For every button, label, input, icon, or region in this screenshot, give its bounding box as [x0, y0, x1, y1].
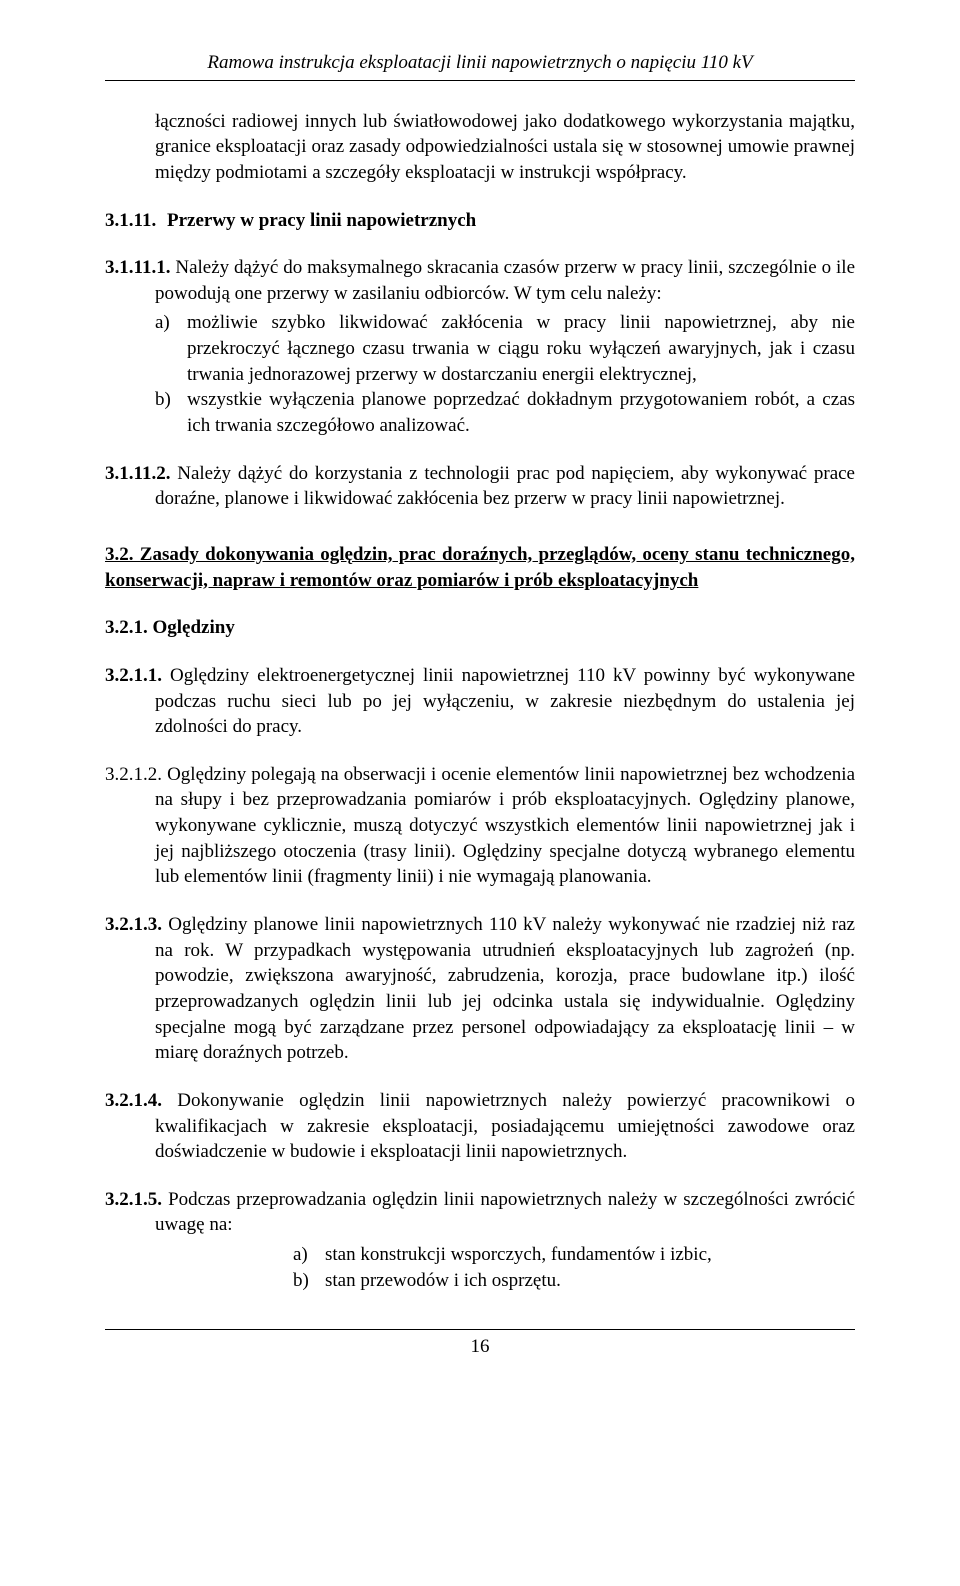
para-text: Oględziny planowe linii napowietrznych 1…	[155, 914, 855, 1063]
para-3-2-1-3: 3.2.1.3. Oględziny planowe linii napowie…	[155, 912, 855, 1066]
para-num: 3.2.1.2.	[105, 764, 162, 785]
para-num: 3.2.1.4.	[105, 1090, 162, 1111]
list-item-a: a)możliwie szybko likwidować zakłócenia …	[187, 310, 855, 387]
para-num: 3.2.1.1.	[105, 665, 162, 686]
para-text: Podczas przeprowadzania oględzin linii n…	[155, 1189, 855, 1236]
list-marker: a)	[293, 1242, 325, 1268]
para-3-1-11-2: 3.1.11.2. Należy dążyć do korzystania z …	[155, 461, 855, 512]
list-text: wszystkie wyłączenia planowe poprzedzać …	[187, 389, 855, 436]
para-num: 3.1.11.2.	[105, 463, 170, 484]
heading-3-1-11: 3.1.11.Przerwy w pracy linii napowietrzn…	[105, 208, 855, 234]
list-text: możliwie szybko likwidować zakłócenia w …	[187, 312, 855, 384]
para-num: 3.1.11.1.	[105, 257, 170, 278]
para-3-2-1-5: 3.2.1.5. Podczas przeprowadzania oględzi…	[155, 1187, 855, 1238]
page-header: Ramowa instrukcja eksploatacji linii nap…	[105, 50, 855, 81]
intro-paragraph: łączności radiowej innych lub światłowod…	[155, 109, 855, 186]
para-num: 3.2.1.3.	[105, 914, 162, 935]
para-text: Oględziny polegają na obserwacji i oceni…	[155, 764, 855, 888]
para-3-1-11-1: 3.1.11.1. Należy dążyć do maksymalnego s…	[155, 255, 855, 306]
para-text: Należy dążyć do korzystania z technologi…	[155, 463, 855, 510]
para-3-2-1-2: 3.2.1.2. Oględziny polegają na obserwacj…	[155, 762, 855, 890]
list-item-b: b)wszystkie wyłączenia planowe poprzedza…	[187, 387, 855, 438]
para-text: Oględziny elektroenergetycznej linii nap…	[155, 665, 855, 737]
heading-num: 3.1.11.	[105, 208, 167, 234]
heading-text: Przerwy w pracy linii napowietrznych	[167, 210, 476, 231]
para-text: Należy dążyć do maksymalnego skracania c…	[155, 257, 855, 304]
list-marker: b)	[293, 1268, 325, 1294]
list-marker: a)	[155, 310, 187, 336]
page-number: 16	[105, 1329, 855, 1360]
list-text: stan konstrukcji wsporczych, fundamentów…	[325, 1244, 712, 1265]
heading-3-2: 3.2. Zasady dokonywania oględzin, prac d…	[105, 542, 855, 593]
list-item-a: a)stan konstrukcji wsporczych, fundament…	[325, 1242, 855, 1268]
para-text: Dokonywanie oględzin linii napowietrznyc…	[155, 1090, 855, 1162]
list-marker: b)	[155, 387, 187, 413]
list-item-b: b)stan przewodów i ich osprzętu.	[325, 1268, 855, 1294]
heading-3-2-1: 3.2.1. Oględziny	[105, 615, 855, 641]
list-text: stan przewodów i ich osprzętu.	[325, 1270, 561, 1291]
para-3-2-1-4: 3.2.1.4. Dokonywanie oględzin linii napo…	[155, 1088, 855, 1165]
para-num: 3.2.1.5.	[105, 1189, 162, 1210]
para-3-2-1-1: 3.2.1.1. Oględziny elektroenergetycznej …	[155, 663, 855, 740]
